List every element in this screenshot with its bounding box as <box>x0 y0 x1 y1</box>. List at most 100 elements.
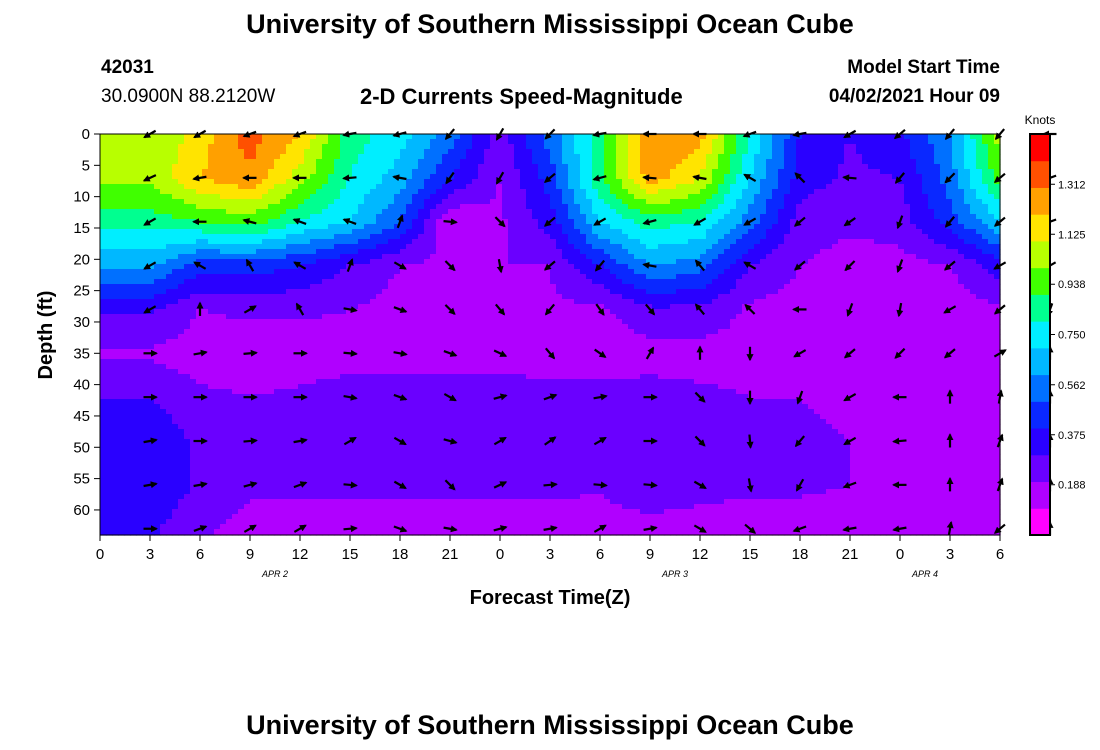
heat-cell <box>118 219 125 225</box>
heat-cell <box>190 139 197 145</box>
heat-cell <box>340 454 347 460</box>
heat-cell <box>256 219 263 225</box>
heat-cell <box>442 189 449 195</box>
heat-cell <box>106 369 113 375</box>
heat-cell <box>412 229 419 235</box>
heat-cell <box>166 209 173 215</box>
heat-cell <box>190 519 197 525</box>
heat-cell <box>130 429 137 435</box>
heat-cell <box>232 444 239 450</box>
heat-cell <box>310 249 317 255</box>
heat-cell <box>424 249 431 255</box>
heat-cell <box>232 394 239 400</box>
heat-cell <box>214 329 221 335</box>
heat-cell <box>238 319 245 325</box>
heat-cell <box>286 199 293 205</box>
heat-cell <box>130 494 137 500</box>
heat-cell <box>112 184 119 190</box>
heat-cell <box>418 514 425 520</box>
heat-cell <box>232 399 239 405</box>
heat-cell <box>160 234 167 240</box>
heat-cell <box>280 299 287 305</box>
heat-cell <box>376 399 383 405</box>
heat-cell <box>298 384 305 390</box>
heat-cell <box>214 444 221 450</box>
heat-cell <box>310 354 317 360</box>
heat-cell <box>232 244 239 250</box>
heat-cell <box>388 319 395 325</box>
heat-cell <box>442 494 449 500</box>
heat-cell <box>100 284 107 290</box>
heat-cell <box>184 399 191 405</box>
heat-cell <box>334 424 341 430</box>
heat-cell <box>262 279 269 285</box>
heat-cell <box>160 404 167 410</box>
heat-cell <box>424 509 431 515</box>
heat-cell <box>136 149 143 155</box>
heat-cell <box>208 254 215 260</box>
heat-cell <box>160 154 167 160</box>
heat-cell <box>238 149 245 155</box>
heat-cell <box>184 504 191 510</box>
heat-cell <box>370 164 377 170</box>
heat-cell <box>388 174 395 180</box>
heat-cell <box>400 204 407 210</box>
heat-cell <box>322 229 329 235</box>
heat-cell <box>280 149 287 155</box>
heat-cell <box>412 174 419 180</box>
heat-cell <box>250 194 257 200</box>
heat-cell <box>136 424 143 430</box>
heat-cell <box>460 234 467 240</box>
heat-cell <box>406 469 413 475</box>
heat-cell <box>382 329 389 335</box>
heat-cell <box>382 464 389 470</box>
heat-cell <box>214 364 221 370</box>
heat-cell <box>220 144 227 150</box>
heat-cell <box>208 374 215 380</box>
heat-cell <box>304 364 311 370</box>
heat-cell <box>106 194 113 200</box>
heat-cell <box>208 394 215 400</box>
heat-cell <box>388 364 395 370</box>
heat-cell <box>364 339 371 345</box>
heat-cell <box>376 489 383 495</box>
heat-cell <box>292 509 299 515</box>
heat-cell <box>340 239 347 245</box>
heat-cell <box>232 284 239 290</box>
heat-cell <box>130 364 137 370</box>
heat-cell <box>190 324 197 330</box>
heat-cell <box>292 384 299 390</box>
heat-cell <box>232 419 239 425</box>
heat-cell <box>262 434 269 440</box>
heat-cell <box>256 384 263 390</box>
heat-cell <box>448 149 455 155</box>
heat-cell <box>274 404 281 410</box>
heat-cell <box>382 424 389 430</box>
heat-cell <box>418 159 425 165</box>
heat-cell <box>334 469 341 475</box>
heat-cell <box>220 384 227 390</box>
heat-cell <box>448 514 455 520</box>
heat-cell <box>202 459 209 465</box>
heat-cell <box>430 514 437 520</box>
heat-cell <box>436 494 443 500</box>
heat-cell <box>202 249 209 255</box>
heat-cell <box>238 519 245 525</box>
heat-cell <box>178 254 185 260</box>
heat-cell <box>262 374 269 380</box>
heat-cell <box>430 529 437 535</box>
heat-cell <box>142 424 149 430</box>
heat-cell <box>238 449 245 455</box>
heat-cell <box>328 279 335 285</box>
heat-cell <box>322 334 329 340</box>
heat-cell <box>226 209 233 215</box>
heat-cell <box>328 419 335 425</box>
heat-cell <box>376 409 383 415</box>
heat-cell <box>274 454 281 460</box>
heat-cell <box>286 469 293 475</box>
heat-cell <box>316 389 323 395</box>
heat-cell <box>172 419 179 425</box>
heat-cell <box>316 319 323 325</box>
heat-cell <box>454 189 461 195</box>
heat-cell <box>202 294 209 300</box>
